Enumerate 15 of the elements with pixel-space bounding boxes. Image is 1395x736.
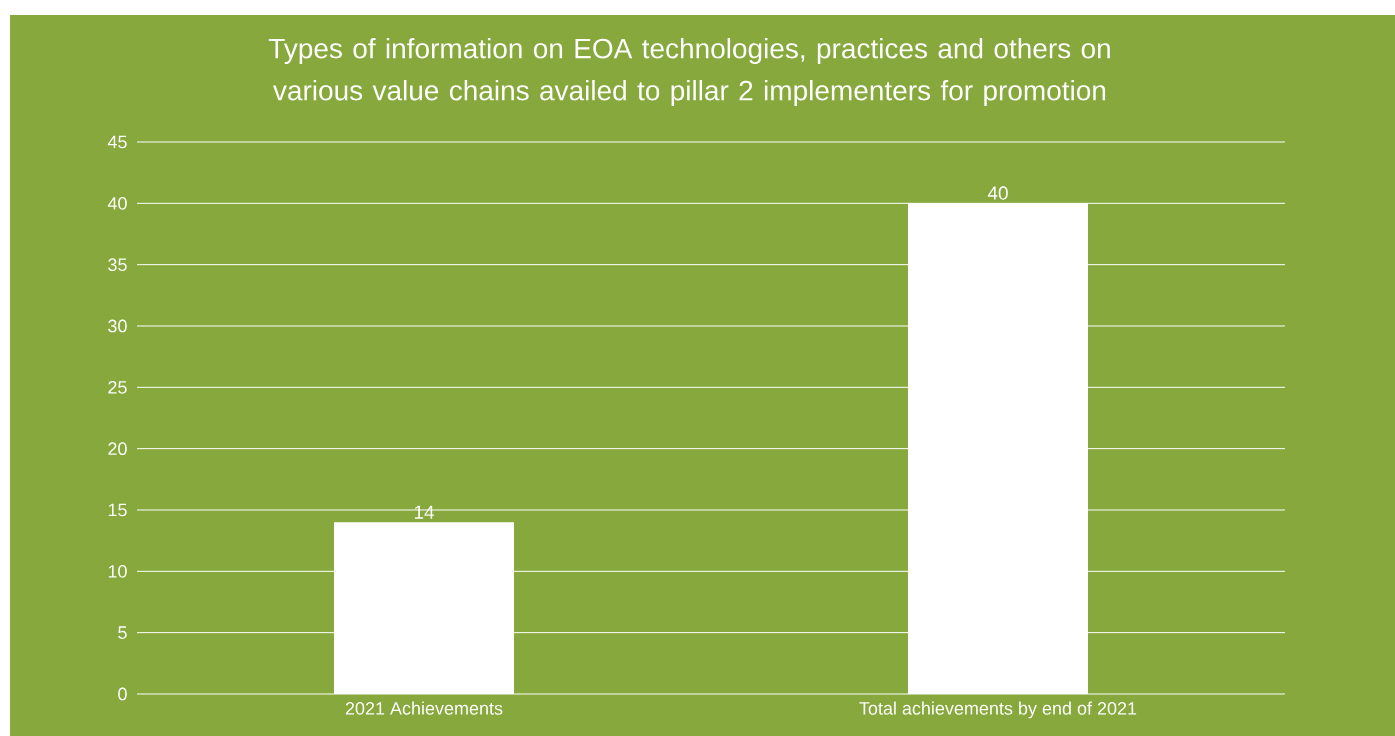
x-tick-label: Total achievements by end of 2021 — [859, 701, 1137, 719]
y-tick-label: 0 — [118, 687, 127, 701]
x-tick-label: 2021 Achievements — [345, 701, 503, 715]
y-tick-label: 40 — [107, 196, 127, 210]
data-label: 14 — [414, 505, 435, 519]
y-tick-label: 35 — [108, 258, 127, 272]
y-tick-label: 15 — [108, 503, 127, 517]
data-label: 40 — [987, 186, 1008, 200]
y-tick-label: 5 — [118, 626, 127, 639]
y-tick-label: 30 — [108, 319, 127, 333]
y-tick-label: 20 — [108, 442, 127, 456]
y-tick-label: 25 — [108, 380, 127, 394]
y-tick-label: 45 — [107, 135, 127, 149]
y-tick-label: 10 — [108, 564, 127, 578]
chart-title: Types of information on EOA technologies, practices and others on various value chains availed to pillar 2 implementers for promotion — [268, 37, 1110, 107]
